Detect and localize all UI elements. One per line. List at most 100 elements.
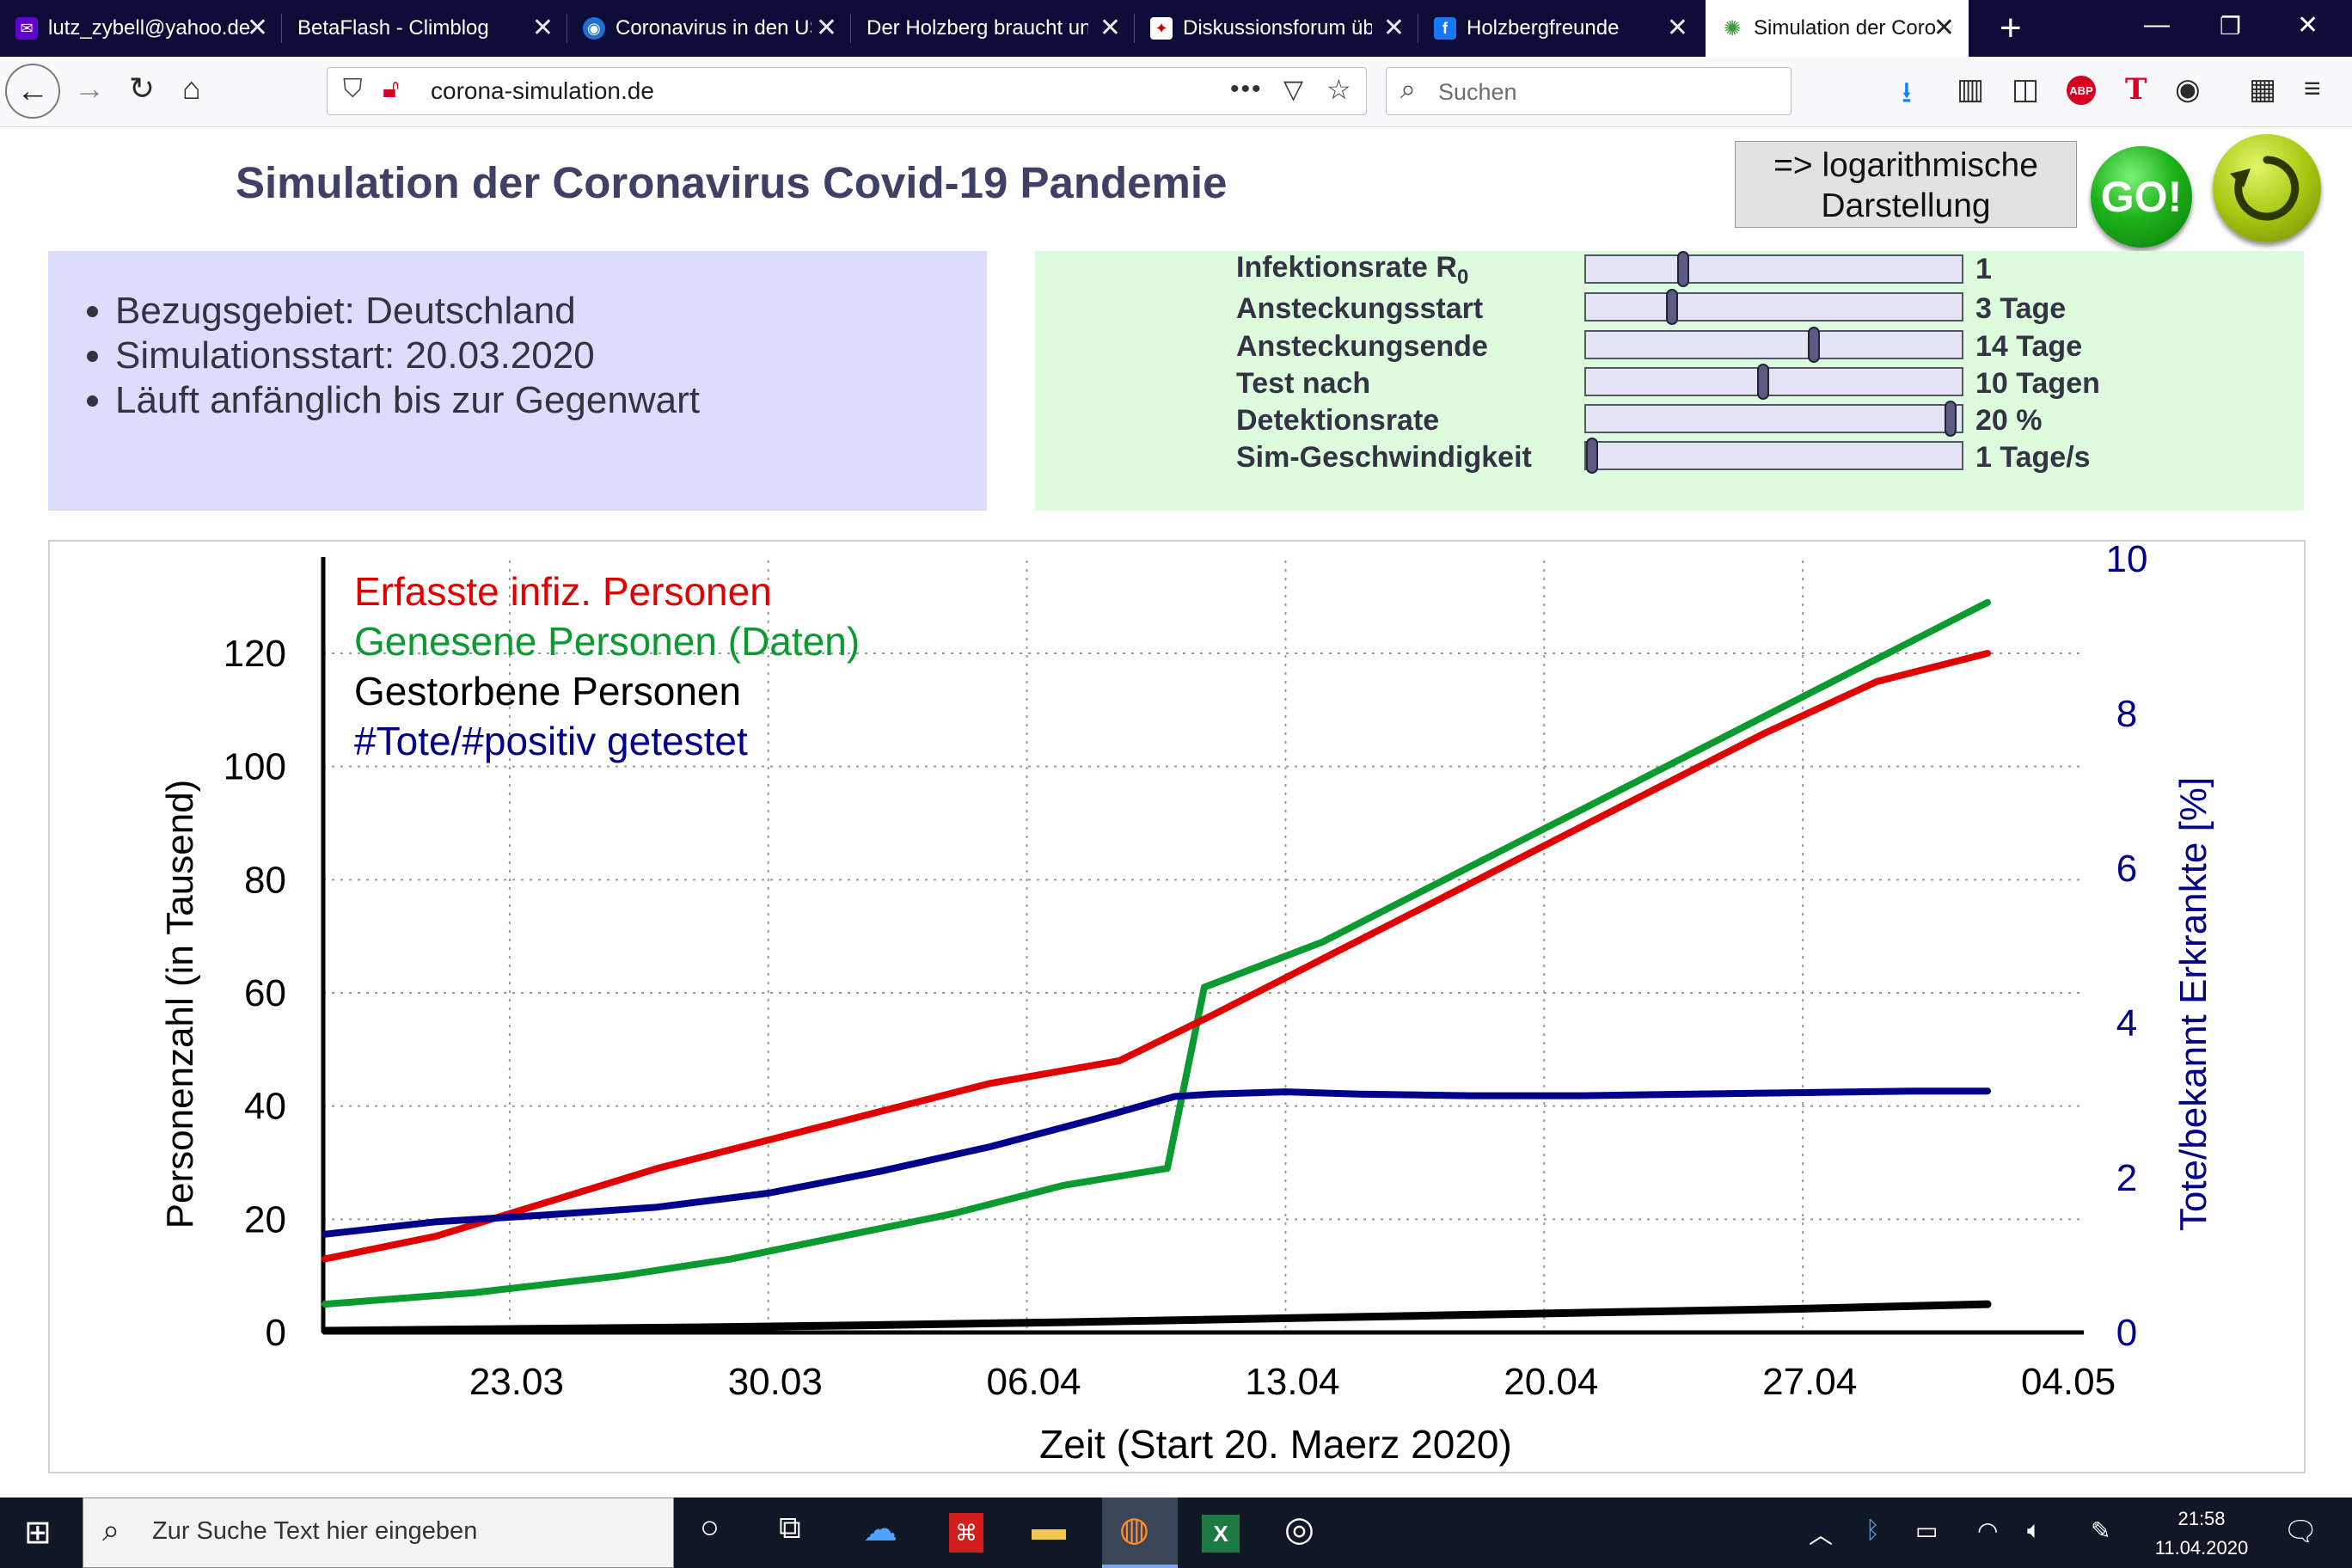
simulation-chart: 0 20 40 60 80 100 120 0 2 4 6 8 10 23.03 30.03 06.04 13.… xyxy=(159,542,2214,1467)
y-tick-label: 80 xyxy=(244,859,286,901)
tab-betaflash[interactable]: BetaFlash - Climblog ✕ xyxy=(282,0,567,57)
close-tab-icon[interactable]: ✕ xyxy=(1382,14,1405,42)
search-icon: ⌕ xyxy=(102,1512,120,1547)
control-value-infection-rate: 1 xyxy=(1975,253,1992,285)
slider-thumb[interactable] xyxy=(1666,289,1678,325)
x-tick-label: 30.03 xyxy=(728,1361,823,1403)
y-tick-label: 60 xyxy=(244,972,286,1014)
insecure-lock-icon[interactable]: 🔓︎ xyxy=(383,75,400,103)
adblock-icon[interactable]: ABP xyxy=(2067,76,2096,105)
slider-thumb[interactable] xyxy=(1677,251,1689,287)
windows-start-icon[interactable]: ⊞ xyxy=(24,1515,52,1551)
file-explorer-icon[interactable]: ▬ xyxy=(1032,1510,1066,1547)
y-tick-label: 100 xyxy=(224,746,286,788)
y2-tick-label: 2 xyxy=(2116,1157,2137,1199)
new-tab-icon[interactable]: + xyxy=(2000,7,2022,49)
y-tick-label: 20 xyxy=(244,1198,286,1240)
y2-tick-label: 0 xyxy=(2116,1312,2137,1354)
excel-icon[interactable]: X xyxy=(1202,1515,1240,1553)
minimize-icon[interactable]: — xyxy=(2144,10,2170,39)
tab-holzberg[interactable]: Der Holzberg braucht uns ✕ xyxy=(851,0,1135,57)
task-view-icon[interactable]: ⧉ xyxy=(779,1510,801,1545)
tab-corona-simulation[interactable]: ✺ Simulation der Corona ✕ xyxy=(1706,0,1969,57)
pen-icon[interactable]: ✎ xyxy=(2091,1517,2111,1544)
page-actions-icon[interactable]: ••• xyxy=(1230,75,1263,103)
tab-label: Der Holzberg braucht uns xyxy=(867,16,1088,40)
tab-holzbergfreunde[interactable]: f Holzbergfreunde ✕ xyxy=(1418,0,1702,57)
tab-yahoo-mail[interactable]: ✉ lutz_zybell@yahoo.de ✕ xyxy=(0,0,282,57)
download-icon[interactable]: ⭳ xyxy=(1902,77,1912,109)
close-tab-icon[interactable]: ✕ xyxy=(1666,14,1688,42)
pocket-icon[interactable]: ▽ xyxy=(1283,76,1304,104)
series-line-4 xyxy=(322,1087,1991,1238)
logarithmic-view-button[interactable]: => logarithmische Darstellung xyxy=(1735,141,2077,228)
info-panel: Bezugsgebiet: Deutschland Simulationssta… xyxy=(48,251,987,511)
firefox-taskbar-button[interactable] xyxy=(1102,1498,1178,1568)
mail-app-icon[interactable]: ☁ xyxy=(863,1510,897,1548)
tab-diskussionsforum[interactable]: ✦ Diskussionsforum über ✕ xyxy=(1135,0,1418,57)
bookmark-star-icon[interactable]: ☆ xyxy=(1326,74,1351,105)
windows-taskbar: ⊞ ⌕ Zur Suche Text hier eingeben ○ ⧉ ☁ ⌘… xyxy=(0,1498,2352,1568)
slider-test-after[interactable] xyxy=(1584,364,1963,400)
shield-icon[interactable]: ⛉ xyxy=(343,75,363,103)
slider-thumb[interactable] xyxy=(1945,401,1957,437)
slider-contagion-end[interactable] xyxy=(1584,327,1963,363)
show-hidden-icons[interactable]: ︿ xyxy=(1809,1522,1834,1548)
taskbar-search-input[interactable]: ⌕ Zur Suche Text hier eingeben xyxy=(83,1498,674,1568)
back-button[interactable]: ← xyxy=(5,64,60,119)
slider-detection-rate[interactable] xyxy=(1584,401,1963,437)
url-bar[interactable]: ⛉ 🔓︎ corona-simulation.de ••• ▽ ☆ xyxy=(327,67,1367,115)
extensions-icon[interactable]: ▦ xyxy=(2249,73,2277,106)
forum-icon: ✦ xyxy=(1150,17,1173,40)
url-text[interactable]: corona-simulation.de xyxy=(431,77,654,104)
control-value-contagion-start: 3 Tage xyxy=(1975,292,2067,325)
system-clock[interactable]: 21:58 11.04.2020 xyxy=(2146,1504,2257,1563)
controls-panel: Infektionsrate R0 1 Ansteckungsstart 3 T… xyxy=(1035,251,2304,511)
taskbar-search-placeholder: Zur Suche Text hier eingeben xyxy=(152,1517,478,1545)
forward-icon[interactable]: → xyxy=(74,70,105,106)
control-label-test-after: Test nach xyxy=(1236,367,1371,400)
home-icon[interactable]: ⌂ xyxy=(182,70,201,106)
close-tab-icon[interactable]: ✕ xyxy=(815,14,837,42)
reset-button[interactable] xyxy=(2213,134,2321,242)
menu-icon[interactable]: ≡ xyxy=(2304,72,2321,105)
wifi-icon[interactable]: ◠ xyxy=(1977,1517,1999,1544)
legend-entry: #Tote/#positiv getestet xyxy=(354,719,748,763)
info-list: Bezugsgebiet: Deutschland Simulationssta… xyxy=(115,289,700,423)
library-icon[interactable]: ▥ xyxy=(1957,73,1985,106)
series-line-3 xyxy=(321,1300,1992,1335)
reload-icon[interactable]: ↻ xyxy=(129,70,156,106)
bluetooth-icon[interactable]: ᛒ xyxy=(1865,1516,1880,1543)
close-tab-icon[interactable]: ✕ xyxy=(1099,14,1121,42)
slider-infection-rate[interactable] xyxy=(1584,251,1963,287)
firefox-icon: ◍ xyxy=(1119,1510,1149,1548)
restore-icon[interactable]: ❐ xyxy=(2220,13,2242,40)
sidebar-icon[interactable]: ◫ xyxy=(2012,73,2040,106)
slider-thumb[interactable] xyxy=(1757,364,1769,400)
close-tab-icon[interactable]: ✕ xyxy=(1932,14,1955,42)
close-window-icon[interactable]: ✕ xyxy=(2297,11,2319,40)
translate-icon[interactable]: T xyxy=(2125,72,2147,107)
slider-thumb[interactable] xyxy=(1808,327,1820,363)
close-tab-icon[interactable]: ✕ xyxy=(246,14,268,42)
media-player-icon[interactable]: ◎ xyxy=(1284,1510,1314,1548)
notifications-icon[interactable]: 🗨︎ xyxy=(2283,1516,2318,1547)
slider-contagion-start[interactable] xyxy=(1584,289,1963,325)
cortana-icon[interactable]: ○ xyxy=(700,1510,720,1546)
y-tick-label: 0 xyxy=(266,1312,286,1354)
reset-icon xyxy=(2230,156,2300,221)
acrobat-icon[interactable]: ⌘ xyxy=(949,1513,983,1553)
slider-sim-speed[interactable] xyxy=(1584,438,1963,474)
browser-tab-bar: ✉ lutz_zybell@yahoo.de ✕ BetaFlash - Cli… xyxy=(0,0,2352,57)
search-bar[interactable]: ⌕ Suchen xyxy=(1386,67,1792,115)
control-label-contagion-end: Ansteckungsende xyxy=(1236,330,1488,363)
tab-coronavirus-usa[interactable]: ◉ Coronavirus in den USA ✕ xyxy=(567,0,851,57)
volume-icon[interactable]: 🔈︎ xyxy=(2027,1516,2042,1543)
tab-label: BetaFlash - Climblog xyxy=(297,16,489,40)
go-button[interactable]: GO! xyxy=(2091,146,2192,248)
go-label: GO! xyxy=(2100,173,2183,221)
battery-icon[interactable]: ▭ xyxy=(1915,1517,1939,1544)
account-icon[interactable]: ◉ xyxy=(2175,73,2201,106)
slider-thumb[interactable] xyxy=(1586,438,1598,474)
close-tab-icon[interactable]: ✕ xyxy=(531,14,554,42)
